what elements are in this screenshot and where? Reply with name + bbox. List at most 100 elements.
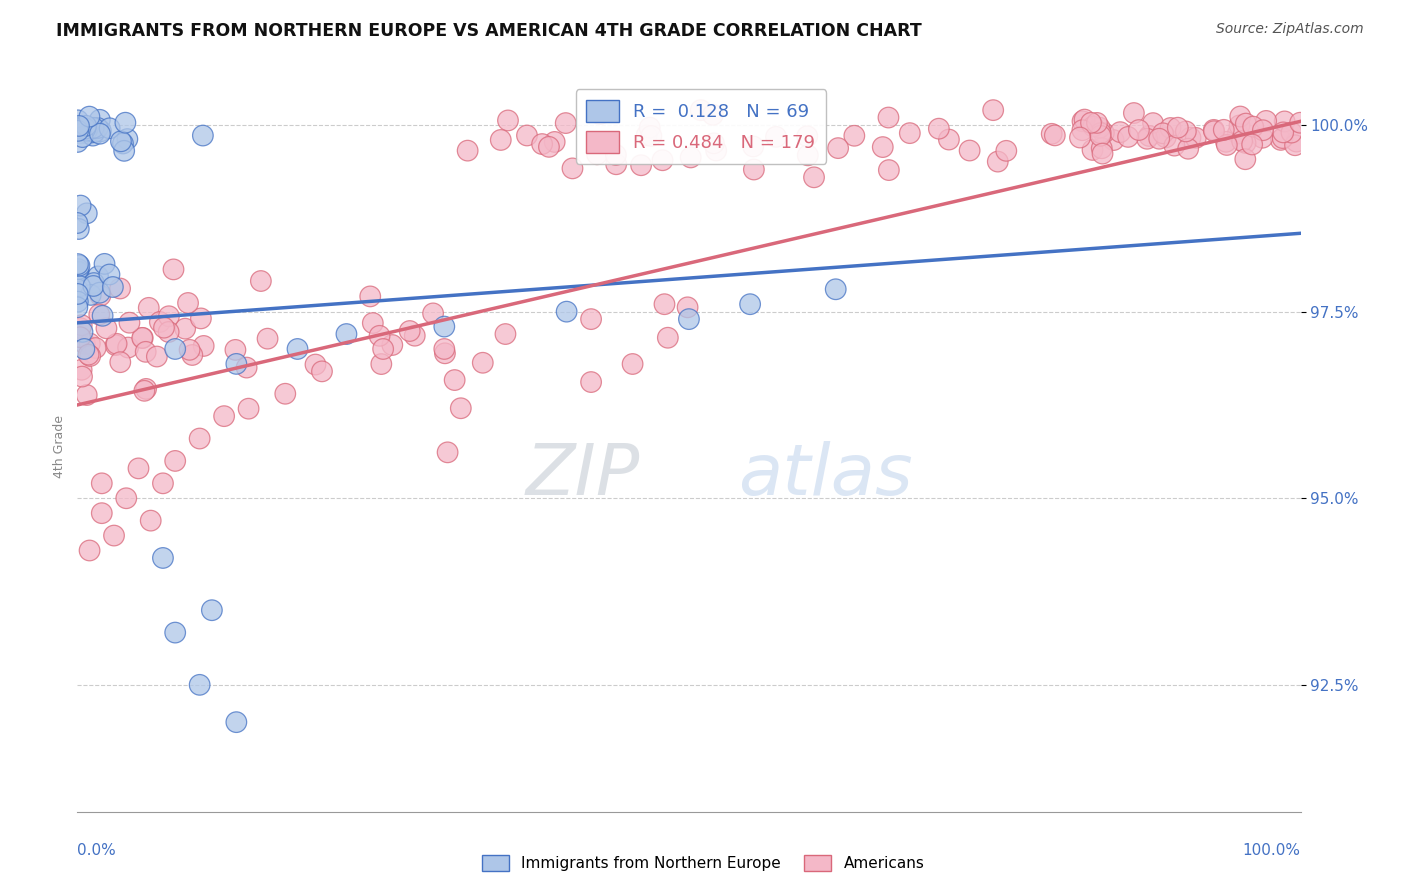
Point <box>70 369 93 384</box>
Point <box>287 342 309 356</box>
Point <box>80 122 103 136</box>
Point <box>827 141 849 155</box>
Point <box>928 121 950 136</box>
Point <box>995 144 1018 158</box>
Point <box>1109 125 1132 139</box>
Point <box>188 432 211 446</box>
Point <box>1271 131 1294 145</box>
Point <box>311 364 333 378</box>
Point <box>1160 121 1182 136</box>
Point <box>83 120 105 135</box>
Point <box>73 342 96 356</box>
Point <box>235 360 257 375</box>
Text: 0.0%: 0.0% <box>77 843 117 857</box>
Point <box>89 285 111 300</box>
Point <box>153 320 176 334</box>
Point <box>82 279 104 293</box>
Point <box>90 476 112 491</box>
Point <box>139 514 162 528</box>
Point <box>1230 134 1253 148</box>
Point <box>579 375 602 389</box>
Point <box>117 132 139 146</box>
Point <box>1043 128 1066 143</box>
Point <box>742 139 765 153</box>
Point <box>1234 152 1257 166</box>
Point <box>1281 126 1303 140</box>
Legend: R =  0.128   N = 69, R = 0.484   N = 179: R = 0.128 N = 69, R = 0.484 N = 179 <box>575 89 827 164</box>
Point <box>1122 106 1144 120</box>
Point <box>544 135 567 149</box>
Point <box>877 163 900 178</box>
Point <box>174 321 197 335</box>
Point <box>636 128 658 143</box>
Point <box>1212 123 1234 137</box>
Point <box>471 356 494 370</box>
Point <box>201 603 224 617</box>
Point <box>67 265 90 279</box>
Point <box>531 136 554 151</box>
Point <box>1088 120 1111 135</box>
Point <box>605 148 627 162</box>
Point <box>368 328 391 343</box>
Point <box>118 316 141 330</box>
Point <box>66 216 89 230</box>
Point <box>657 331 679 345</box>
Point <box>803 170 825 185</box>
Point <box>225 715 247 730</box>
Point <box>1202 124 1225 138</box>
Point <box>1163 138 1185 153</box>
Point <box>1083 120 1105 134</box>
Point <box>1180 130 1202 145</box>
Point <box>152 476 174 491</box>
Point <box>457 144 479 158</box>
Point <box>70 363 93 377</box>
Point <box>149 315 172 329</box>
Point <box>1081 143 1104 157</box>
Point <box>824 282 846 296</box>
Point <box>1215 135 1237 149</box>
Point <box>561 161 583 176</box>
Point <box>103 528 125 542</box>
Point <box>89 127 111 141</box>
Point <box>1102 133 1125 147</box>
Point <box>157 325 180 339</box>
Point <box>89 308 111 322</box>
Point <box>1091 146 1114 161</box>
Point <box>1116 129 1139 144</box>
Point <box>679 150 702 164</box>
Point <box>433 342 456 356</box>
Point <box>66 300 89 314</box>
Point <box>134 384 156 398</box>
Point <box>433 319 456 334</box>
Point <box>69 198 91 212</box>
Point <box>89 288 111 302</box>
Point <box>959 144 981 158</box>
Point <box>111 136 134 151</box>
Point <box>640 128 662 143</box>
Point <box>1285 135 1308 149</box>
Point <box>66 282 89 296</box>
Point <box>796 129 818 144</box>
Point <box>1270 133 1292 147</box>
Point <box>1136 132 1159 146</box>
Point <box>66 121 89 136</box>
Point <box>67 222 90 236</box>
Point <box>67 262 90 277</box>
Point <box>436 445 458 459</box>
Point <box>589 107 612 121</box>
Point <box>1137 128 1160 143</box>
Point <box>1251 130 1274 145</box>
Point <box>66 294 89 309</box>
Point <box>1090 128 1112 143</box>
Point <box>516 128 538 143</box>
Point <box>1229 110 1251 124</box>
Point <box>250 274 273 288</box>
Point <box>76 123 98 137</box>
Point <box>1154 130 1177 145</box>
Point <box>404 328 426 343</box>
Point <box>105 336 128 351</box>
Point <box>579 312 602 326</box>
Point <box>72 130 94 145</box>
Point <box>678 312 700 326</box>
Point <box>75 121 97 136</box>
